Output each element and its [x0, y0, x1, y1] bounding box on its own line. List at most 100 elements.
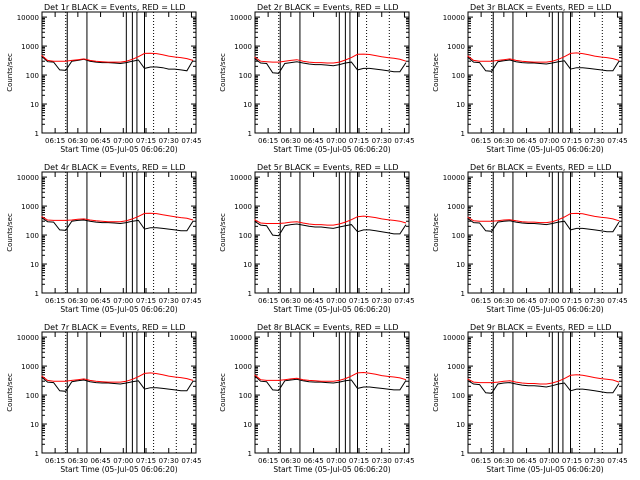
y-tick-label: 1	[35, 130, 39, 138]
chart-title: Det 7r BLACK = Events, RED = LLD	[44, 323, 186, 332]
y-tick-label: 10000	[443, 334, 465, 342]
series-line-events	[254, 57, 407, 74]
y-tick-label: 1000	[447, 43, 465, 51]
x-tick-label: 07:30	[159, 137, 179, 145]
x-axis-label: Start Time (05-Jul-05 06:06:20)	[486, 305, 603, 314]
y-axis-label: Counts/sec	[219, 373, 227, 412]
detector-chart: Det 3r BLACK = Events, RED = LLD 1 10 100 10…	[432, 3, 628, 154]
x-tick-label: 07:00	[326, 137, 346, 145]
x-axis-label: Start Time (05-Jul-05 06:06:20)	[60, 145, 177, 154]
x-tick-label: 07:15	[562, 137, 582, 145]
x-tick-label: 06:15	[45, 457, 65, 465]
x-axis-label: Start Time (05-Jul-05 06:06:20)	[60, 305, 177, 314]
x-axis-label: Start Time (05-Jul-05 06:06:20)	[273, 145, 390, 154]
series-line-lld	[41, 52, 194, 63]
x-tick-label: 06:30	[68, 297, 88, 305]
y-tick-label: 100	[452, 392, 465, 400]
x-tick-label: 07:30	[372, 137, 392, 145]
y-axis-label: Counts/sec	[432, 213, 440, 252]
detector-chart: Det 2r BLACK = Events, RED = LLD 1 10 100 10…	[219, 3, 415, 154]
y-tick-label: 1	[461, 290, 465, 298]
x-axis-label: Start Time (05-Jul-05 06:06:20)	[486, 145, 603, 154]
y-axis-label: Counts/sec	[6, 213, 14, 252]
y-tick-label: 100	[26, 232, 39, 240]
series-line-lld	[467, 212, 620, 224]
x-tick-label: 07:30	[585, 137, 605, 145]
detector-chart: Det 8r BLACK = Events, RED = LLD 1 10 100 10…	[219, 323, 415, 474]
x-tick-label: 06:15	[45, 297, 65, 305]
x-tick-label: 06:30	[494, 457, 514, 465]
y-axis-label: Counts/sec	[432, 53, 440, 92]
y-tick-label: 1	[461, 130, 465, 138]
x-tick-label: 06:15	[471, 457, 491, 465]
series-line-lld	[41, 212, 194, 223]
y-tick-label: 10	[243, 421, 252, 429]
chart-title: Det 9r BLACK = Events, RED = LLD	[470, 323, 612, 332]
series-line-events	[467, 56, 620, 72]
x-tick-label: 06:15	[471, 137, 491, 145]
y-tick-label: 1000	[447, 203, 465, 211]
x-tick-label: 06:30	[494, 297, 514, 305]
x-tick-label: 06:15	[258, 457, 278, 465]
x-tick-label: 06:45	[303, 137, 323, 145]
x-tick-label: 06:30	[68, 137, 88, 145]
y-tick-label: 10	[456, 421, 465, 429]
detector-chart: Det 9r BLACK = Events, RED = LLD 1 10 100 10…	[432, 323, 628, 474]
plot-frame	[254, 331, 410, 454]
x-tick-label: 06:45	[90, 457, 110, 465]
x-tick-label: 07:45	[607, 137, 627, 145]
x-tick-label: 06:30	[68, 457, 88, 465]
series-line-events	[254, 220, 407, 237]
x-tick-label: 07:00	[113, 297, 133, 305]
y-tick-label: 10	[456, 101, 465, 109]
detector-chart: Det 1r BLACK = Events, RED = LLD 1 10 100 10…	[6, 3, 202, 154]
x-tick-label: 06:45	[90, 137, 110, 145]
y-tick-label: 100	[452, 72, 465, 80]
x-tick-label: 07:15	[136, 137, 156, 145]
plot-frame	[467, 331, 623, 454]
x-tick-label: 07:00	[539, 137, 559, 145]
y-tick-label: 1000	[234, 363, 252, 371]
series-line-lld	[41, 372, 194, 383]
y-axis-label: Counts/sec	[432, 373, 440, 412]
y-tick-label: 1	[35, 290, 39, 298]
y-axis-label: Counts/sec	[6, 53, 14, 92]
x-tick-label: 07:45	[607, 457, 627, 465]
x-tick-label: 06:15	[258, 297, 278, 305]
x-tick-label: 07:45	[181, 457, 201, 465]
x-tick-label: 07:00	[113, 457, 133, 465]
chart-title: Det 2r BLACK = Events, RED = LLD	[257, 3, 399, 12]
x-tick-label: 07:15	[562, 457, 582, 465]
y-tick-label: 1	[248, 450, 252, 458]
y-tick-label: 1	[461, 450, 465, 458]
plot-frame	[467, 11, 623, 134]
x-tick-label: 06:45	[516, 137, 536, 145]
x-tick-label: 07:15	[136, 457, 156, 465]
y-tick-label: 10000	[230, 334, 252, 342]
x-tick-label: 07:30	[372, 297, 392, 305]
x-tick-label: 06:15	[258, 137, 278, 145]
y-tick-label: 100	[239, 232, 252, 240]
x-tick-label: 07:30	[372, 457, 392, 465]
y-tick-label: 10000	[17, 334, 39, 342]
x-tick-label: 06:45	[303, 297, 323, 305]
y-tick-label: 10000	[230, 14, 252, 22]
y-tick-label: 10000	[17, 14, 39, 22]
series-line-events	[254, 375, 407, 391]
x-tick-label: 06:30	[281, 137, 301, 145]
y-tick-label: 1000	[447, 363, 465, 371]
y-tick-label: 10000	[443, 14, 465, 22]
y-tick-label: 10	[30, 261, 39, 269]
y-tick-label: 10	[243, 101, 252, 109]
y-tick-label: 10000	[230, 174, 252, 182]
series-line-lld	[254, 53, 407, 64]
series-line-lld	[254, 371, 407, 382]
y-tick-label: 1000	[234, 203, 252, 211]
x-tick-label: 07:15	[136, 297, 156, 305]
x-tick-label: 07:00	[539, 457, 559, 465]
x-tick-label: 07:30	[159, 457, 179, 465]
series-line-lld	[467, 52, 620, 63]
plot-frame	[467, 171, 623, 294]
plot-frame	[41, 11, 197, 134]
